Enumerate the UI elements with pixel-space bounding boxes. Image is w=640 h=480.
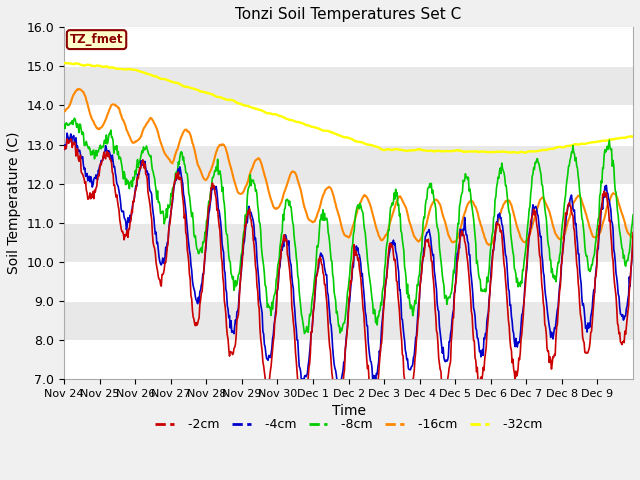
- Bar: [64, 301, 633, 340]
- Bar: [64, 144, 633, 184]
- Bar: [64, 66, 633, 106]
- Bar: [64, 223, 633, 262]
- Bar: [64, 262, 633, 301]
- Bar: [64, 340, 633, 379]
- Legend:  -2cm,  -4cm,  -8cm,  -16cm,  -32cm: -2cm, -4cm, -8cm, -16cm, -32cm: [150, 413, 547, 436]
- Y-axis label: Soil Temperature (C): Soil Temperature (C): [7, 132, 21, 275]
- X-axis label: Time: Time: [332, 405, 365, 419]
- Bar: [64, 106, 633, 144]
- Text: TZ_fmet: TZ_fmet: [70, 33, 124, 46]
- Bar: [64, 184, 633, 223]
- Title: Tonzi Soil Temperatures Set C: Tonzi Soil Temperatures Set C: [236, 7, 461, 22]
- Bar: [64, 27, 633, 66]
